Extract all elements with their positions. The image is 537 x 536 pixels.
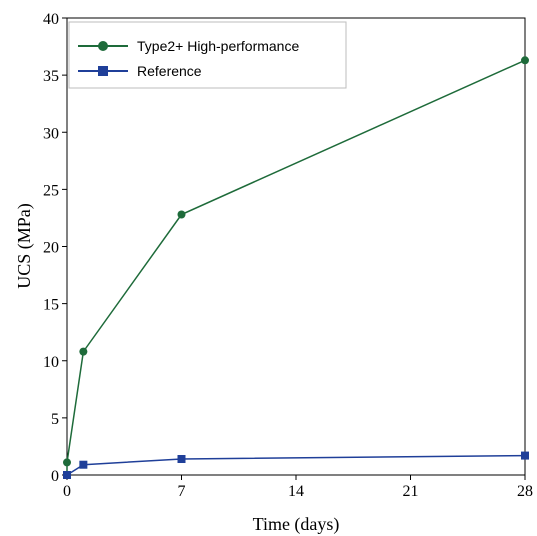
x-tick-label: 0: [63, 483, 71, 500]
legend-box: [68, 21, 347, 89]
series-layer: [63, 56, 529, 479]
data-point: [79, 347, 88, 356]
y-tick-label: 20: [43, 240, 59, 257]
data-point: [63, 471, 71, 479]
y-axis-title: UCS (MPa): [14, 203, 35, 289]
y-tick-label: 0: [51, 468, 59, 485]
y-tick-label: 15: [43, 297, 59, 314]
y-tick-label: 5: [51, 411, 59, 428]
legend-entry-reference: Reference: [78, 63, 202, 79]
data-point: [177, 210, 186, 219]
x-axis-ticks: 0 7 14 21 28: [63, 475, 533, 500]
legend-label-high-performance: Type2+ High-performance: [137, 38, 299, 54]
y-tick-label: 30: [43, 125, 59, 142]
x-tick-label: 28: [517, 483, 533, 500]
data-point: [177, 455, 186, 464]
legend-marker-high-performance: [98, 41, 108, 51]
y-tick-label: 35: [43, 68, 59, 85]
series-1: [63, 56, 529, 479]
legend-label-reference: Reference: [137, 63, 202, 79]
data-point: [521, 451, 529, 460]
x-tick-label: 7: [178, 483, 186, 500]
x-axis-title: Time (days): [253, 514, 340, 535]
data-point: [521, 56, 529, 65]
series-line: [66, 454, 526, 476]
y-axis-ticks: 0 5 10 15 20 25 30 35 40: [43, 11, 67, 485]
data-point: [63, 458, 71, 467]
x-tick-label: 14: [288, 483, 304, 500]
y-tick-label: 40: [43, 11, 59, 28]
legend-marker-reference: [98, 66, 108, 76]
data-point: [79, 460, 88, 469]
legend-entry-high-performance: Type2+ High-performance: [78, 38, 299, 54]
legend: Type2+ High-performance Reference: [68, 21, 347, 89]
y-tick-label: 25: [43, 182, 59, 199]
series-line: [66, 59, 526, 475]
series-2: [63, 451, 529, 479]
x-tick-label: 21: [403, 483, 419, 500]
y-tick-label: 10: [43, 354, 59, 371]
